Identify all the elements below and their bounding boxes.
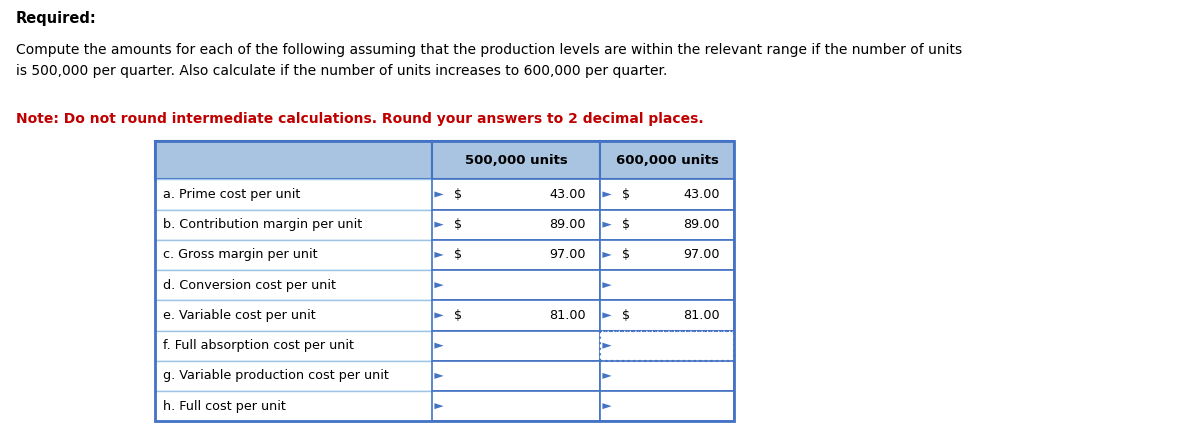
Bar <box>155 141 432 179</box>
Bar <box>155 391 432 421</box>
Bar <box>600 330 734 361</box>
Text: b. Contribution margin per unit: b. Contribution margin per unit <box>163 218 362 231</box>
Text: a. Prime cost per unit: a. Prime cost per unit <box>163 188 300 201</box>
Text: f. Full absorption cost per unit: f. Full absorption cost per unit <box>163 339 354 352</box>
Text: 500,000 units: 500,000 units <box>464 154 568 166</box>
Polygon shape <box>602 191 612 197</box>
Polygon shape <box>602 403 612 409</box>
Text: 97.00: 97.00 <box>550 248 586 261</box>
Text: 81.00: 81.00 <box>683 309 720 322</box>
Polygon shape <box>602 252 612 258</box>
Text: c. Gross margin per unit: c. Gross margin per unit <box>163 248 318 261</box>
Bar <box>432 361 600 391</box>
Text: h. Full cost per unit: h. Full cost per unit <box>163 400 286 413</box>
Polygon shape <box>602 312 612 318</box>
Polygon shape <box>434 252 444 258</box>
Bar <box>600 391 734 421</box>
Bar <box>600 209 734 240</box>
Polygon shape <box>602 282 612 288</box>
Bar <box>155 270 432 300</box>
Bar <box>155 361 432 391</box>
Text: $: $ <box>454 188 462 201</box>
Polygon shape <box>602 222 612 228</box>
Bar <box>155 240 432 270</box>
Text: 81.00: 81.00 <box>548 309 586 322</box>
Text: 89.00: 89.00 <box>684 218 720 231</box>
Text: g. Variable production cost per unit: g. Variable production cost per unit <box>163 369 389 382</box>
Bar <box>432 240 600 270</box>
Bar <box>155 330 432 361</box>
Text: d. Conversion cost per unit: d. Conversion cost per unit <box>163 279 336 292</box>
Polygon shape <box>434 343 444 349</box>
Bar <box>432 330 600 361</box>
Text: e. Variable cost per unit: e. Variable cost per unit <box>163 309 316 322</box>
Text: $: $ <box>622 218 630 231</box>
Text: $: $ <box>454 218 462 231</box>
Text: 43.00: 43.00 <box>684 188 720 201</box>
Text: 89.00: 89.00 <box>550 218 586 231</box>
Bar <box>155 300 432 330</box>
Bar <box>155 179 432 209</box>
Polygon shape <box>434 312 444 318</box>
Polygon shape <box>434 191 444 197</box>
Text: $: $ <box>622 188 630 201</box>
Bar <box>432 270 600 300</box>
Polygon shape <box>602 343 612 349</box>
Text: $: $ <box>622 309 630 322</box>
Text: $: $ <box>622 248 630 261</box>
Bar <box>600 179 734 209</box>
Text: Note: Do not round intermediate calculations. Round your answers to 2 decimal pl: Note: Do not round intermediate calculat… <box>16 112 703 126</box>
Bar <box>432 391 600 421</box>
Polygon shape <box>434 403 444 409</box>
Bar <box>432 209 600 240</box>
Polygon shape <box>434 222 444 228</box>
Polygon shape <box>434 373 444 379</box>
Bar <box>155 209 432 240</box>
Text: $: $ <box>454 309 462 322</box>
Text: 600,000 units: 600,000 units <box>616 154 719 166</box>
Polygon shape <box>434 282 444 288</box>
Bar <box>600 361 734 391</box>
Bar <box>155 141 734 421</box>
Bar <box>432 141 600 179</box>
Bar <box>432 179 600 209</box>
Bar <box>600 141 734 179</box>
Text: $: $ <box>454 248 462 261</box>
Polygon shape <box>602 373 612 379</box>
Text: 43.00: 43.00 <box>550 188 586 201</box>
Bar <box>600 300 734 330</box>
Bar <box>432 300 600 330</box>
Text: Required:: Required: <box>16 11 96 26</box>
Text: Compute the amounts for each of the following assuming that the production level: Compute the amounts for each of the foll… <box>16 43 961 78</box>
Bar <box>600 240 734 270</box>
Bar <box>600 270 734 300</box>
Text: 97.00: 97.00 <box>684 248 720 261</box>
